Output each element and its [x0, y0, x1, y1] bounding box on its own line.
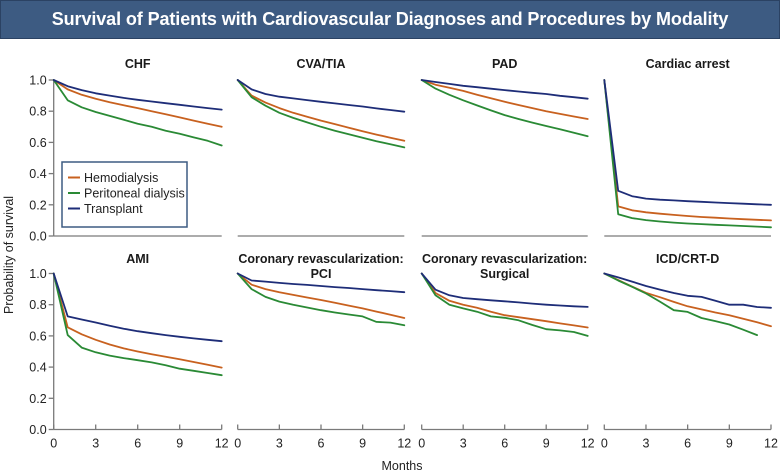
- y-tick-label: 0.4: [29, 361, 46, 375]
- x-tick-label: 6: [501, 437, 508, 451]
- line-chf-peritoneal-dialysis: [52, 79, 223, 147]
- panel-title: Coronary revascularization:: [238, 252, 403, 266]
- panel-title: Coronary revascularization:: [422, 252, 587, 266]
- y-tick-label: 0.8: [29, 298, 46, 312]
- line-cardiac-arrest-hemodialysis: [603, 79, 772, 222]
- panel-pad: PAD: [420, 57, 589, 237]
- line-icd-crt-d-peritoneal-dialysis: [603, 272, 758, 337]
- y-axis-title: Probability of survival: [2, 196, 16, 314]
- line-coronary-revascularization-pci-peritoneal-dialysis: [236, 272, 406, 327]
- line-coronary-revascularization-pci-hemodialysis: [236, 272, 406, 319]
- y-tick-label: 1.0: [29, 74, 46, 88]
- x-tick-label: 12: [397, 437, 411, 451]
- line-ami-peritoneal-dialysis: [52, 272, 223, 377]
- panel-title: Cardiac arrest: [646, 57, 731, 71]
- y-tick-label: 0.6: [29, 136, 46, 150]
- line-pad-hemodialysis: [420, 79, 589, 120]
- x-tick-label: 6: [318, 437, 325, 451]
- legend-label-transplant: Transplant: [84, 202, 143, 216]
- x-axis-title: Months: [382, 459, 423, 473]
- line-coronary-revascularization-surgical-peritoneal-dialysis: [420, 272, 589, 337]
- x-tick-label: 3: [642, 437, 649, 451]
- panel-title: CHF: [125, 57, 151, 71]
- panel-coronary-revascularization-pci: Coronary revascularization:PCI 0 3 6 9 12: [234, 252, 411, 451]
- y-tick-label: 0.0: [29, 423, 46, 437]
- y-tick-label: 0.6: [29, 329, 46, 343]
- line-chf-hemodialysis: [52, 79, 223, 128]
- line-cva-tia-peritoneal-dialysis: [236, 79, 406, 149]
- panel-subtitle: Surgical: [480, 267, 529, 281]
- line-chf-transplant: [52, 79, 223, 111]
- panel-title: ICD/CRT-D: [656, 252, 719, 266]
- panel-icd-crt-d: ICD/CRT-D 0 3 6 9 12: [601, 252, 778, 451]
- x-tick-label: 0: [50, 437, 57, 451]
- line-ami-hemodialysis: [52, 272, 223, 369]
- panel-cardiac-arrest: Cardiac arrest: [603, 57, 772, 237]
- figure-header: Survival of Patients with Cardiovascular…: [0, 0, 780, 39]
- x-tick-label: 6: [684, 437, 691, 451]
- line-cardiac-arrest-peritoneal-dialysis: [603, 79, 772, 229]
- legend-label-peritoneal-dialysis: Peritoneal dialysis: [84, 187, 185, 201]
- panel-chf: CHF 0.0 0.2 0.4 0.6 0.8 1.0: [29, 57, 223, 244]
- legend-label-hemodialysis: Hemodialysis: [84, 171, 158, 185]
- panel-title: CVA/TIA: [296, 57, 345, 71]
- x-tick-label: 9: [726, 437, 733, 451]
- y-tick-label: 0.0: [29, 230, 46, 244]
- figure-title: Survival of Patients with Cardiovascular…: [51, 9, 729, 29]
- x-tick-label: 3: [92, 437, 99, 451]
- x-tick-label: 12: [215, 437, 229, 451]
- x-tick-label: 9: [176, 437, 183, 451]
- line-coronary-revascularization-surgical-transplant: [420, 272, 589, 308]
- line-coronary-revascularization-pci-transplant: [236, 272, 406, 294]
- line-cardiac-arrest-transplant: [603, 79, 772, 206]
- x-tick-label: 3: [460, 437, 467, 451]
- panel-ami: AMI 0 3 6 9 12 0.0 0.2 0.4 0.6 0.8 1.0: [29, 252, 228, 451]
- line-cva-tia-transplant: [236, 79, 406, 113]
- legend-box: [61, 161, 188, 228]
- x-tick-label: 0: [418, 437, 425, 451]
- x-tick-label: 12: [581, 437, 595, 451]
- x-tick-label: 0: [234, 437, 241, 451]
- panel-coronary-revascularization-surgical: Coronary revascularization:Surgical 0 3 6 9 1…: [418, 252, 594, 451]
- x-tick-label: 0: [601, 437, 608, 451]
- y-tick-label: 1.0: [29, 267, 46, 281]
- legend: Hemodialysis Peritoneal dialysisTransplan…: [61, 161, 188, 228]
- x-tick-label: 3: [276, 437, 283, 451]
- x-tick-label: 9: [359, 437, 366, 451]
- line-pad-peritoneal-dialysis: [420, 79, 589, 138]
- y-tick-label: 0.4: [29, 167, 46, 181]
- y-tick-label: 0.2: [29, 392, 46, 406]
- line-icd-crt-d-transplant: [603, 272, 772, 309]
- x-tick-label: 6: [134, 437, 141, 451]
- panel-title: PAD: [492, 57, 517, 71]
- y-tick-label: 0.8: [29, 105, 46, 119]
- line-pad-transplant: [420, 79, 589, 100]
- line-ami-transplant: [52, 272, 223, 343]
- x-tick-label: 9: [543, 437, 550, 451]
- panel-cva-tia: CVA/TIA: [236, 57, 406, 237]
- x-tick-label: 12: [764, 437, 778, 451]
- line-cva-tia-hemodialysis: [236, 79, 406, 142]
- y-tick-label: 0.2: [29, 198, 46, 212]
- panel-title: AMI: [126, 252, 149, 266]
- panels-layer: CHF 0.0 0.2 0.4 0.6 0.8 1.0 CVA/TIA PAD Cardiac a…: [29, 57, 778, 451]
- panel-subtitle: PCI: [311, 267, 332, 281]
- line-coronary-revascularization-surgical-hemodialysis: [420, 272, 589, 329]
